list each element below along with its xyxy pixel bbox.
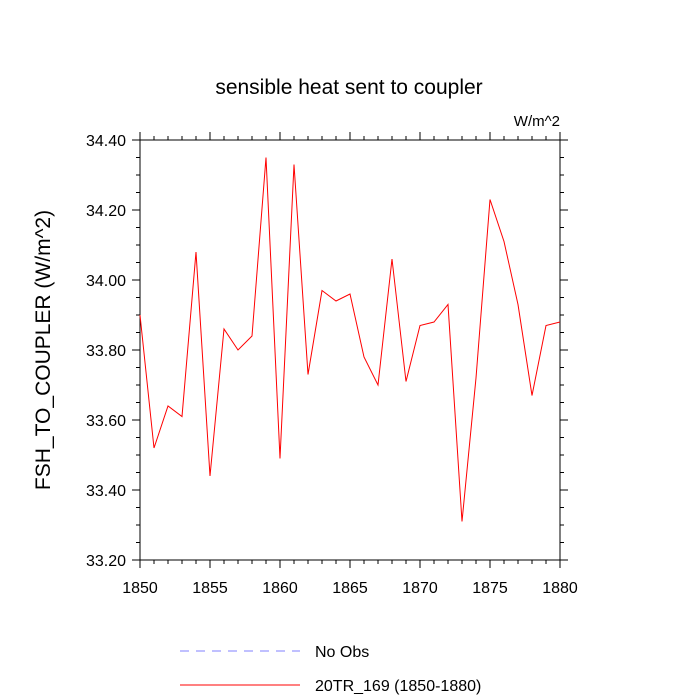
x-tick-label: 1860 <box>262 580 298 597</box>
y-tick-label: 33.60 <box>86 413 126 430</box>
x-tick-label: 1865 <box>332 580 368 597</box>
chart-title: sensible heat sent to coupler <box>215 76 482 99</box>
y-tick-label: 33.80 <box>86 343 126 360</box>
plot-frame <box>139 139 561 561</box>
series-layer <box>139 157 561 522</box>
y-tick-label: 34.00 <box>86 273 126 290</box>
legend-label: 20TR_169 (1850-1880) <box>315 678 481 695</box>
series-line <box>139 157 561 522</box>
x-tick-label: 1875 <box>472 580 508 597</box>
y-tick-label: 33.40 <box>86 483 126 500</box>
legend: No Obs 20TR_169 (1850-1880) <box>180 644 481 695</box>
y-tick-label: 33.20 <box>86 553 126 570</box>
y-axis-label: FSH_TO_COUPLER (W/m^2) <box>32 210 55 490</box>
units-label: W/m^2 <box>514 113 560 130</box>
y-tick-label: 34.40 <box>86 133 126 150</box>
x-tick-label: 1880 <box>542 580 578 597</box>
x-tick-label: 1870 <box>402 580 438 597</box>
x-tick-label: 1850 <box>122 580 158 597</box>
x-tick-label: 1855 <box>192 580 228 597</box>
axes: 33.20 33.40 33.60 33.80 34.00 34.20 34.40 1850 1… <box>86 132 578 597</box>
y-tick-label: 34.20 <box>86 203 126 220</box>
legend-label: No Obs <box>315 644 369 661</box>
